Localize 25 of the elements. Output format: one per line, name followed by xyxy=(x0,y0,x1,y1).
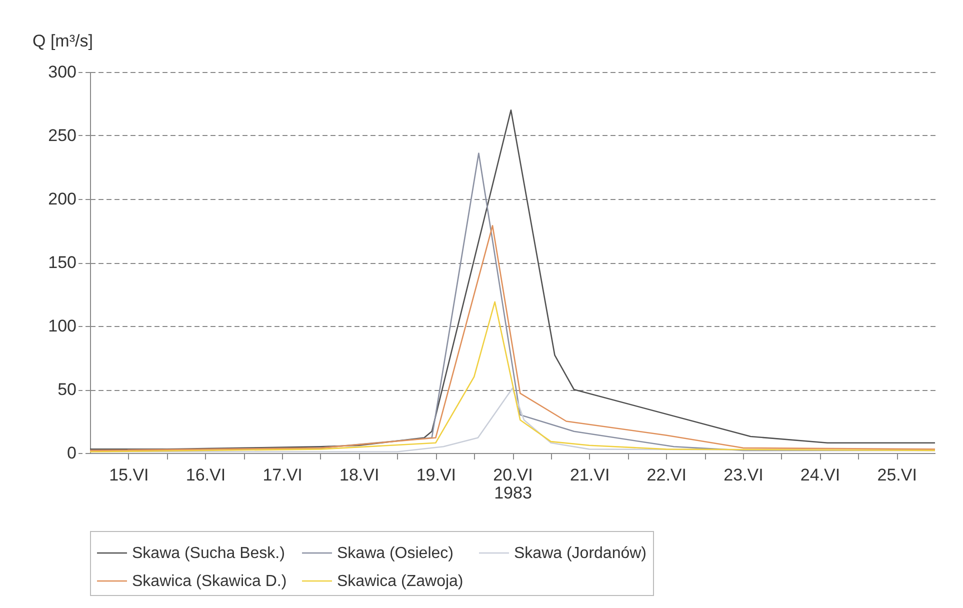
legend-label: Skawa (Osielec) xyxy=(337,545,454,562)
x-axis-title: 1983 xyxy=(494,484,532,502)
legend-label: Skawica (Skawica D.) xyxy=(132,573,287,590)
legend-label: Skawica (Zawoja) xyxy=(337,573,464,590)
y-tick-label: 50 xyxy=(58,380,76,399)
y-tick-label: 250 xyxy=(48,126,76,145)
x-tick-label: 25.VI xyxy=(877,466,917,484)
x-tick-label: 19.VI xyxy=(416,466,456,484)
x-tick-label: 20.VI xyxy=(493,466,533,484)
x-tick-label: 22.VI xyxy=(646,466,686,484)
x-tick-label: 24.VI xyxy=(800,466,840,484)
x-tick-label: 21.VI xyxy=(570,466,610,484)
y-tick-label: 300 xyxy=(48,62,76,82)
x-tick-label: 16.VI xyxy=(186,466,226,484)
x-tick-label: 15.VI xyxy=(109,466,149,484)
y-tick-label: 100 xyxy=(48,316,76,336)
y-tick-label: 150 xyxy=(48,253,76,272)
y-axis-title: Q [m³/s] xyxy=(32,32,93,50)
y-tick-label: 200 xyxy=(48,190,76,208)
x-tick-label: 17.VI xyxy=(262,466,302,484)
x-tick-label: 18.VI xyxy=(340,466,380,484)
legend-label: Skawa (Jordanów) xyxy=(514,545,646,562)
x-tick-label: 23.VI xyxy=(724,466,764,484)
legend-label: Skawa (Sucha Besk.) xyxy=(132,545,285,562)
y-tick-label: 0 xyxy=(67,444,76,462)
